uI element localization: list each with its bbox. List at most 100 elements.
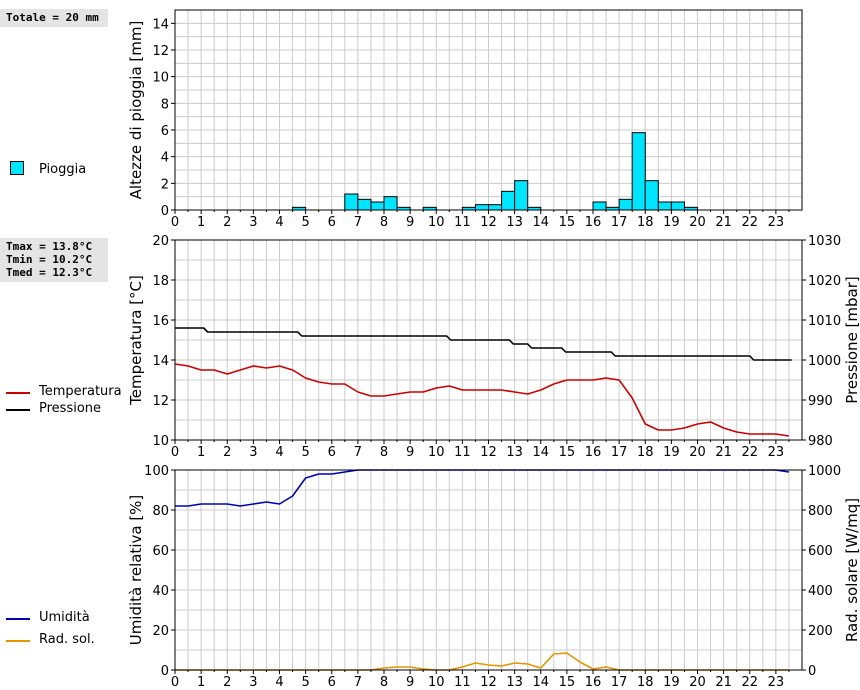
x-tick-label: 11 xyxy=(454,445,471,460)
legend-rain-swatch xyxy=(10,161,24,175)
y-tick-label: 40 xyxy=(152,584,169,599)
rain-bar xyxy=(501,190,516,211)
y-tick-label: 20 xyxy=(152,624,169,639)
y-tick-label: 10 xyxy=(152,71,169,86)
x-tick-label: 22 xyxy=(741,675,758,690)
y2-tick-label: 800 xyxy=(808,504,833,519)
y-tick-label: 2 xyxy=(161,177,169,192)
x-tick-label: 19 xyxy=(663,445,680,460)
x-tick-label: 2 xyxy=(223,445,231,460)
x-tick-label: 9 xyxy=(406,445,414,460)
x-tick-label: 15 xyxy=(559,445,576,460)
rain-bar xyxy=(592,201,607,211)
rain-bar xyxy=(514,180,529,211)
x-tick-label: 23 xyxy=(768,445,785,460)
x-tick-label: 11 xyxy=(454,675,471,690)
rain-bar xyxy=(357,198,372,211)
legend-rain-label: Pioggia xyxy=(39,162,87,177)
legend-pressure-label: Pressione xyxy=(39,401,102,416)
y-tick-label: 4 xyxy=(161,151,169,166)
x-tick-label: 19 xyxy=(663,215,680,230)
x-tick-label: 3 xyxy=(249,675,257,690)
tmin-text: Tmin = 10.2°C xyxy=(6,253,93,266)
y2-axis-label: Rad. solare [W/mq] xyxy=(843,498,860,642)
temperature-summary-box: Tmax = 13.8°C Tmin = 10.2°C Tmed = 12.3°… xyxy=(0,238,108,282)
x-tick-label: 7 xyxy=(354,215,362,230)
y2-tick-label: 1010 xyxy=(808,314,841,329)
y-tick-label: 18 xyxy=(152,274,169,289)
rain-bar xyxy=(670,201,685,211)
rain-bar xyxy=(370,201,385,211)
rain-total-box: Totale = 20 mm xyxy=(0,9,108,27)
y-tick-label: 20 xyxy=(152,234,169,249)
y2-tick-label: 990 xyxy=(808,394,833,409)
chart-panel-0: 0 1 2 3 4 5 6 7 8 9 10 11 12 13 14 15 16 17 18 19 20 21 22 2302… xyxy=(127,9,803,230)
x-tick-label: 17 xyxy=(611,675,628,690)
x-tick-label: 2 xyxy=(223,675,231,690)
x-tick-label: 21 xyxy=(715,675,732,690)
x-tick-label: 9 xyxy=(406,675,414,690)
x-tick-label: 6 xyxy=(328,215,336,230)
rain-total-text: Totale = 20 mm xyxy=(6,11,99,24)
y2-tick-label: 980 xyxy=(808,434,833,449)
x-tick-label: 20 xyxy=(689,445,706,460)
x-tick-label: 20 xyxy=(689,675,706,690)
legend-pressure-swatch xyxy=(6,409,30,411)
y-tick-label: 100 xyxy=(144,464,169,479)
y-tick-label: 8 xyxy=(161,97,169,112)
x-tick-label: 12 xyxy=(480,215,497,230)
x-tick-label: 6 xyxy=(328,675,336,690)
y2-tick-label: 400 xyxy=(808,584,833,599)
x-tick-label: 15 xyxy=(559,675,576,690)
x-tick-label: 22 xyxy=(741,445,758,460)
x-tick-label: 14 xyxy=(532,215,549,230)
legend-humidity-swatch xyxy=(6,618,30,620)
y2-tick-label: 1020 xyxy=(808,274,841,289)
x-tick-label: 23 xyxy=(768,215,785,230)
rain-bar xyxy=(657,201,672,211)
x-tick-label: 20 xyxy=(689,215,706,230)
x-tick-label: 4 xyxy=(275,215,283,230)
x-tick-label: 14 xyxy=(532,445,549,460)
y-tick-label: 12 xyxy=(152,44,169,59)
y-tick-label: 14 xyxy=(152,354,169,369)
x-tick-label: 19 xyxy=(663,675,680,690)
x-tick-label: 21 xyxy=(715,445,732,460)
x-tick-label: 22 xyxy=(741,215,758,230)
x-tick-label: 17 xyxy=(611,445,628,460)
y2-tick-label: 0 xyxy=(808,664,816,679)
y2-tick-label: 1000 xyxy=(808,354,841,369)
y-tick-label: 14 xyxy=(152,17,169,32)
x-tick-label: 15 xyxy=(559,215,576,230)
x-tick-label: 18 xyxy=(637,215,654,230)
y-tick-label: 16 xyxy=(152,314,169,329)
x-tick-label: 8 xyxy=(380,215,388,230)
x-tick-label: 3 xyxy=(249,215,257,230)
x-tick-label: 3 xyxy=(249,445,257,460)
x-tick-label: 23 xyxy=(768,675,785,690)
y2-tick-label: 600 xyxy=(808,544,833,559)
tmax-text: Tmax = 13.8°C xyxy=(6,240,93,253)
y2-tick-label: 200 xyxy=(808,624,833,639)
legend-temperature-label: Temperatura xyxy=(39,384,122,399)
x-tick-label: 12 xyxy=(480,675,497,690)
y2-tick-label: 1000 xyxy=(808,464,841,479)
x-tick-label: 17 xyxy=(611,215,628,230)
x-tick-label: 11 xyxy=(454,215,471,230)
chart-panel-1: 0 1 2 3 4 5 6 7 8 9 10 11 12 13 14 15 16 17 18 19 20 21 22 2310… xyxy=(127,234,860,460)
x-tick-label: 13 xyxy=(506,675,523,690)
y-tick-label: 12 xyxy=(152,394,169,409)
rain-bar xyxy=(383,196,398,211)
x-tick-label: 13 xyxy=(506,215,523,230)
x-tick-label: 18 xyxy=(637,445,654,460)
x-tick-label: 0 xyxy=(171,445,179,460)
rain-bar xyxy=(644,180,659,211)
y2-tick-label: 1030 xyxy=(808,234,841,249)
x-tick-label: 10 xyxy=(428,445,445,460)
x-tick-label: 14 xyxy=(532,675,549,690)
legend-radiation-label: Rad. sol. xyxy=(39,632,95,647)
rain-bar xyxy=(344,193,359,211)
y-tick-label: 0 xyxy=(161,664,169,679)
y-axis-label: Temperatura [°C] xyxy=(127,275,145,406)
